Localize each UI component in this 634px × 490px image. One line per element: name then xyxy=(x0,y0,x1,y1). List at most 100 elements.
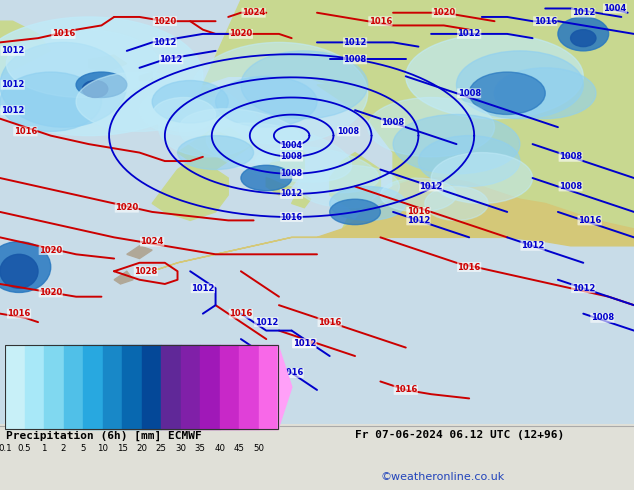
Text: 1012: 1012 xyxy=(255,318,278,327)
Text: 0.5: 0.5 xyxy=(18,444,32,453)
Bar xyxy=(83,345,103,429)
Text: ©weatheronline.co.uk: ©weatheronline.co.uk xyxy=(380,472,505,482)
Text: 1012: 1012 xyxy=(153,38,176,47)
Text: 1016: 1016 xyxy=(242,347,265,356)
Polygon shape xyxy=(178,127,254,170)
Polygon shape xyxy=(139,72,152,80)
Polygon shape xyxy=(165,110,184,123)
Ellipse shape xyxy=(380,178,456,212)
Bar xyxy=(103,345,122,429)
Polygon shape xyxy=(241,0,634,110)
Polygon shape xyxy=(342,216,361,233)
Polygon shape xyxy=(114,271,133,284)
Ellipse shape xyxy=(368,98,495,157)
Bar xyxy=(63,345,83,429)
Polygon shape xyxy=(330,152,380,212)
Text: 1012: 1012 xyxy=(191,284,214,293)
Text: 1020: 1020 xyxy=(153,17,176,25)
Polygon shape xyxy=(278,345,292,429)
Ellipse shape xyxy=(558,17,609,51)
Ellipse shape xyxy=(456,51,583,119)
Text: 1020: 1020 xyxy=(230,29,252,38)
Bar xyxy=(161,345,181,429)
Text: 1020: 1020 xyxy=(39,288,62,297)
Text: 1008: 1008 xyxy=(591,314,614,322)
Text: 1012: 1012 xyxy=(458,29,481,38)
Ellipse shape xyxy=(76,72,203,131)
Text: 1016: 1016 xyxy=(394,386,417,394)
Text: 50: 50 xyxy=(253,444,264,453)
Polygon shape xyxy=(178,85,216,115)
Text: 1016: 1016 xyxy=(14,127,37,136)
Ellipse shape xyxy=(406,34,583,119)
Text: 0.1: 0.1 xyxy=(0,444,12,453)
Ellipse shape xyxy=(469,72,545,115)
Ellipse shape xyxy=(206,123,352,182)
Text: 1012: 1012 xyxy=(293,339,316,348)
Polygon shape xyxy=(292,191,311,208)
Bar xyxy=(5,345,278,429)
Text: 1012: 1012 xyxy=(1,80,24,89)
Text: 2: 2 xyxy=(61,444,67,453)
Text: 1012: 1012 xyxy=(420,182,443,191)
Polygon shape xyxy=(203,0,634,152)
Text: 1012: 1012 xyxy=(281,190,302,198)
Ellipse shape xyxy=(190,43,368,144)
Ellipse shape xyxy=(216,76,317,127)
Ellipse shape xyxy=(178,136,254,170)
Bar xyxy=(25,345,44,429)
Text: 1016: 1016 xyxy=(230,309,252,318)
Text: 1012: 1012 xyxy=(1,106,24,115)
Text: 1020: 1020 xyxy=(115,203,138,212)
Ellipse shape xyxy=(571,30,596,47)
Text: 25: 25 xyxy=(155,444,167,453)
Text: 1008: 1008 xyxy=(382,119,404,127)
Text: 1: 1 xyxy=(41,444,47,453)
Ellipse shape xyxy=(495,68,596,119)
Text: 1016: 1016 xyxy=(407,207,430,217)
Ellipse shape xyxy=(0,43,127,127)
Text: 1004: 1004 xyxy=(604,4,626,13)
Ellipse shape xyxy=(330,199,380,224)
Text: 1008: 1008 xyxy=(338,127,359,136)
Text: Fr 07-06-2024 06.12 UTC (12+96): Fr 07-06-2024 06.12 UTC (12+96) xyxy=(355,431,564,441)
Text: 1028: 1028 xyxy=(134,267,157,276)
Text: 1012: 1012 xyxy=(572,8,595,17)
Text: 1008: 1008 xyxy=(281,152,302,161)
Text: 1020: 1020 xyxy=(39,245,62,255)
Ellipse shape xyxy=(0,242,51,293)
Text: 1008: 1008 xyxy=(458,89,481,98)
Polygon shape xyxy=(152,178,634,271)
Polygon shape xyxy=(152,161,228,220)
Text: 1008: 1008 xyxy=(559,182,582,191)
Text: 1024: 1024 xyxy=(141,237,164,246)
Text: 1012: 1012 xyxy=(521,242,544,250)
Text: 1012: 1012 xyxy=(572,284,595,293)
Ellipse shape xyxy=(6,30,158,98)
Ellipse shape xyxy=(0,17,203,136)
Ellipse shape xyxy=(425,187,488,220)
Ellipse shape xyxy=(418,136,520,187)
Text: 1004: 1004 xyxy=(281,141,302,149)
Ellipse shape xyxy=(179,109,303,163)
Text: 1016: 1016 xyxy=(293,339,316,348)
Ellipse shape xyxy=(298,165,399,208)
Text: 40: 40 xyxy=(214,444,225,453)
Ellipse shape xyxy=(139,85,241,136)
Text: 1008: 1008 xyxy=(559,152,582,161)
Text: 45: 45 xyxy=(234,444,245,453)
Bar xyxy=(44,345,63,429)
Text: 35: 35 xyxy=(195,444,205,453)
Ellipse shape xyxy=(393,115,520,174)
Text: 1024: 1024 xyxy=(242,8,265,17)
Text: Precipitation (6h) [mm] ECMWF: Precipitation (6h) [mm] ECMWF xyxy=(6,431,202,441)
Text: 15: 15 xyxy=(117,444,127,453)
Text: 1020: 1020 xyxy=(432,8,455,17)
Polygon shape xyxy=(127,246,152,259)
Text: 1016: 1016 xyxy=(458,263,481,271)
Text: 30: 30 xyxy=(175,444,186,453)
Bar xyxy=(200,345,219,429)
Text: 20: 20 xyxy=(136,444,147,453)
Text: 1016: 1016 xyxy=(39,347,62,356)
Text: 1008: 1008 xyxy=(281,169,302,178)
